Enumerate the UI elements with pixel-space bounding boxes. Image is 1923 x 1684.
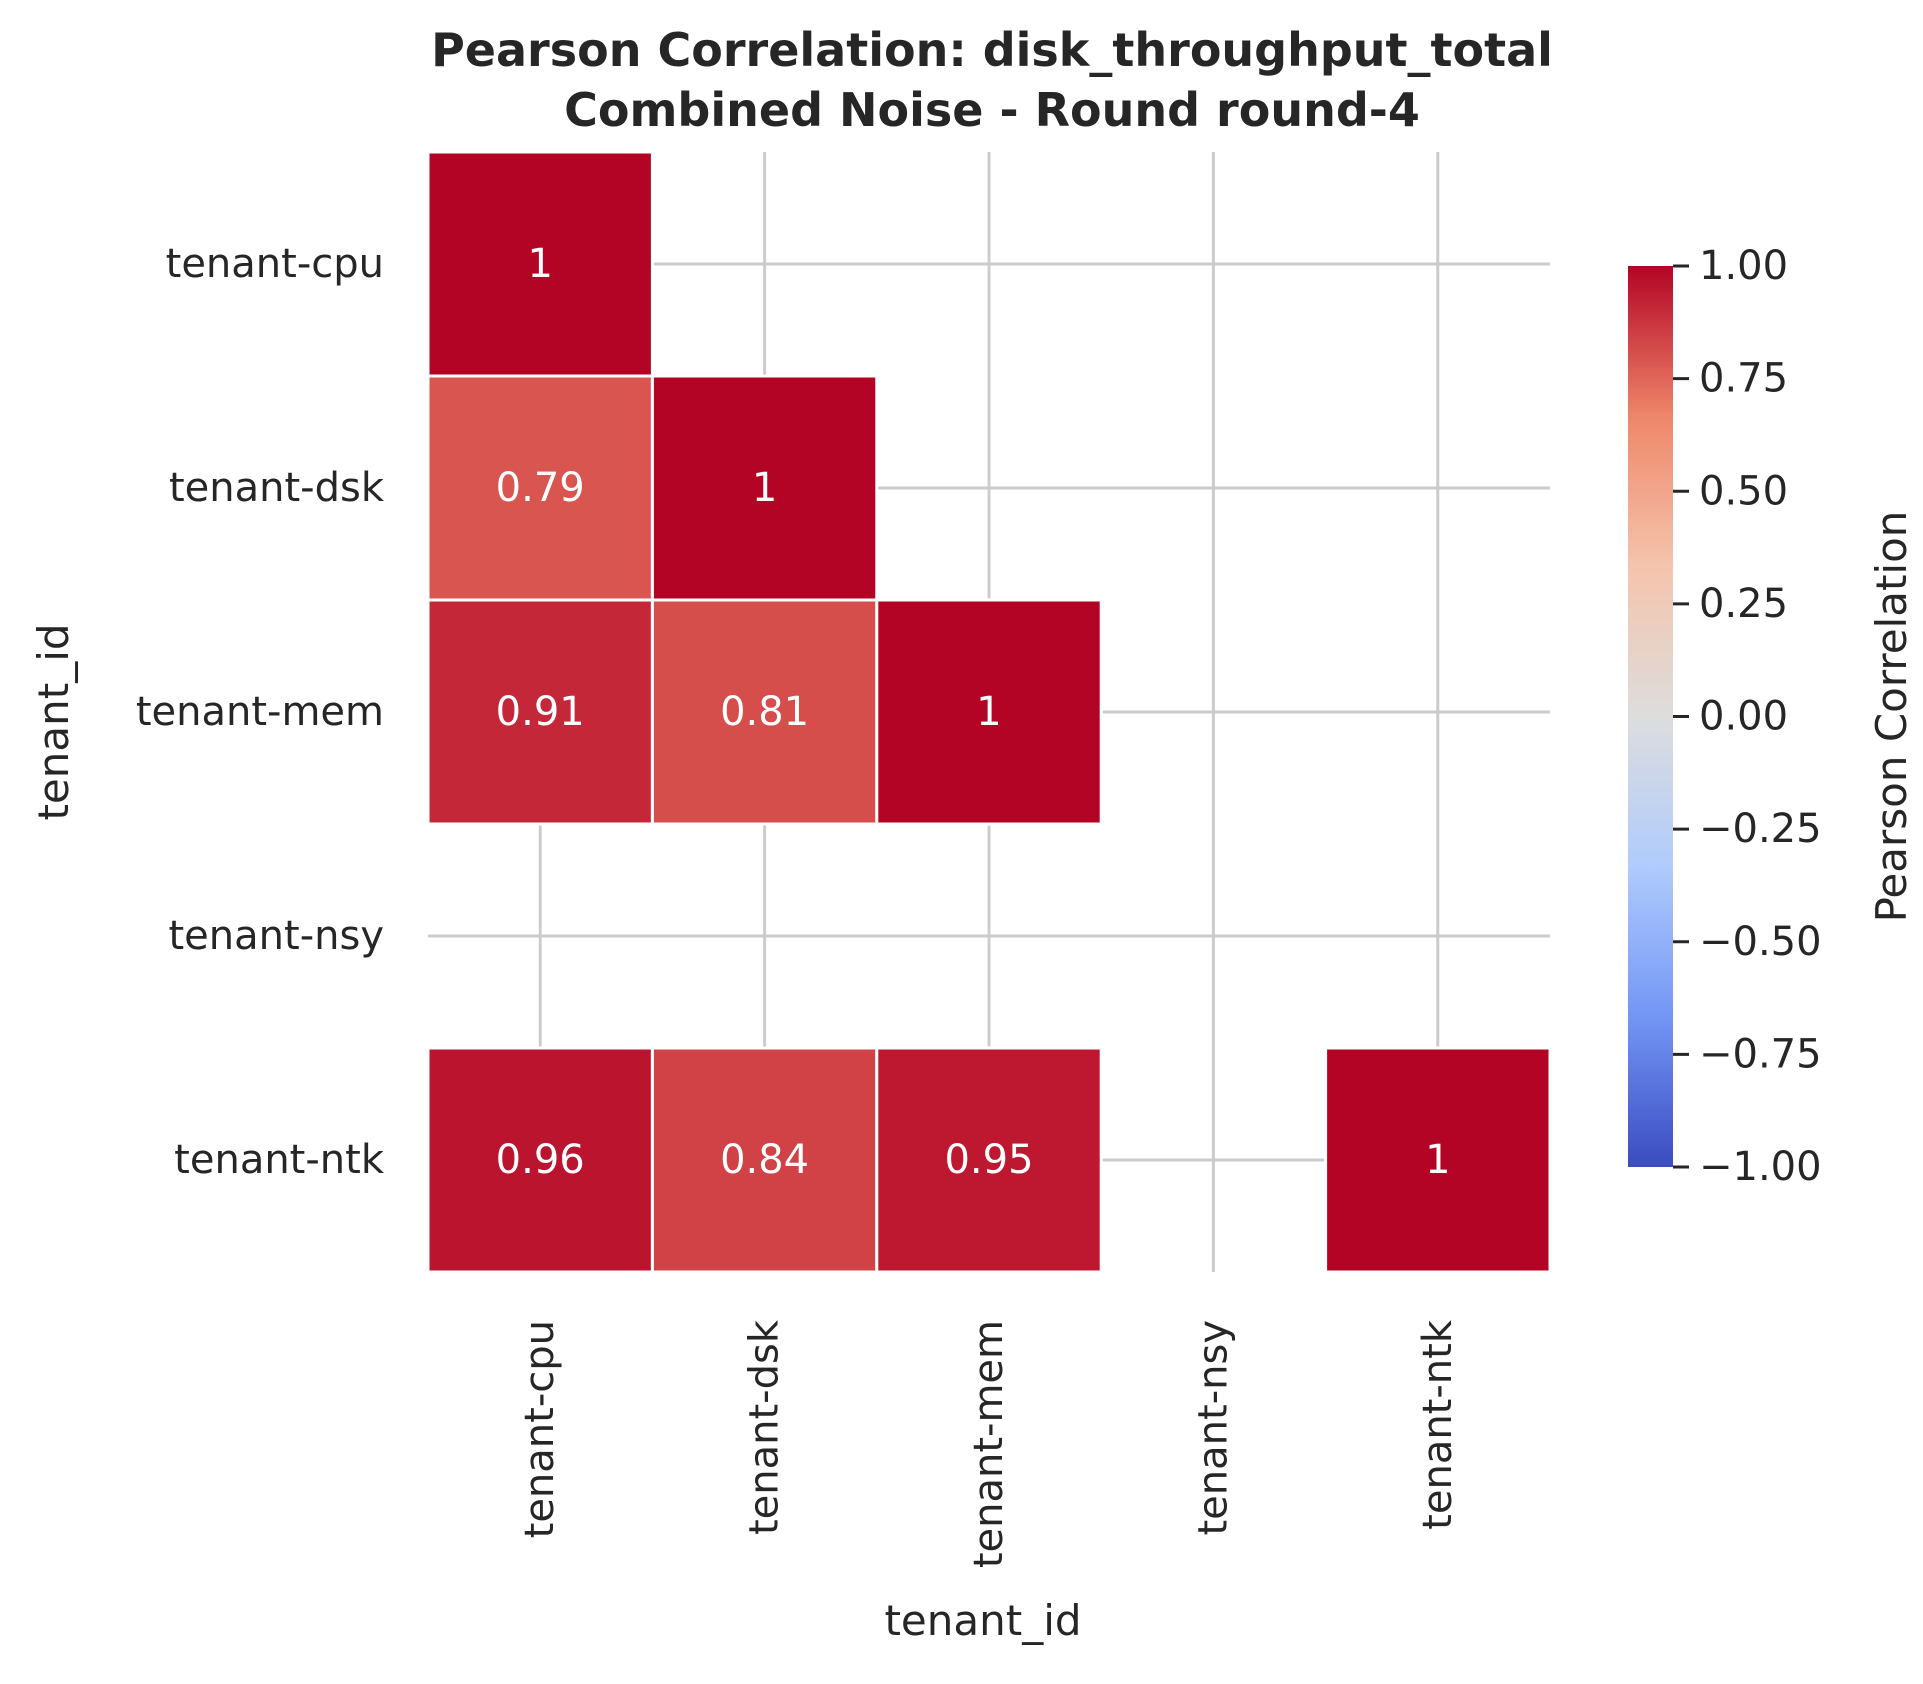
- heatmap-cell: [426, 374, 654, 602]
- cell-value-label: 0.81: [720, 689, 809, 735]
- colorbar-tick-label: −0.25: [1699, 806, 1822, 852]
- y-axis-label: tenant_id: [29, 623, 78, 820]
- cell-value-label: 1: [1425, 1137, 1450, 1183]
- y-tick-labels: tenant-cpu tenant-dsk tenant-mem tenant-nsy…: [136, 241, 385, 1183]
- heatmap-cell: [650, 598, 879, 826]
- cell-value-label: 0.79: [496, 465, 585, 511]
- y-tick-label: tenant-mem: [136, 689, 384, 735]
- x-axis-label: tenant_id: [884, 1596, 1081, 1645]
- heatmap-cell: [426, 1046, 654, 1274]
- cell-value-label: 1: [527, 241, 552, 287]
- heatmap-cell: [1324, 1046, 1552, 1274]
- x-tick-label: tenant-mem: [966, 1320, 1012, 1568]
- heatmap-cell: [875, 1046, 1103, 1274]
- cell-value-label: 1: [752, 465, 777, 511]
- chart-title: Pearson Correlation: disk_throughput_tot…: [431, 23, 1553, 77]
- colorbar-gradient: [1628, 266, 1673, 1167]
- heatmap-cell: [426, 150, 654, 378]
- colorbar-tick-label: 0.00: [1699, 694, 1788, 740]
- colorbar: 1.00 0.75 0.50 0.25 0.00 −0.25 −0.50 −0.75 −1.00…: [1628, 243, 1916, 1190]
- x-tick-label: tenant-cpu: [517, 1320, 563, 1538]
- x-tick-label: tenant-dsk: [742, 1319, 788, 1535]
- y-tick-label: tenant-ntk: [174, 1137, 385, 1183]
- x-tick-label: tenant-nsy: [1190, 1320, 1236, 1536]
- x-tick-labels: tenant-cpu tenant-dsk tenant-mem tenant-nsy…: [517, 1319, 1461, 1568]
- x-tick-label: tenant-ntk: [1415, 1319, 1461, 1530]
- colorbar-tick-label: −1.00: [1699, 1144, 1822, 1190]
- heatmap-cells: 1 0.79 1 0.91 0.81 1 0.96 0.84 0.95 1: [426, 150, 1552, 1274]
- y-tick-label: tenant-cpu: [166, 241, 384, 287]
- cell-value-label: 0.91: [496, 689, 585, 735]
- cell-value-label: 0.84: [720, 1137, 809, 1183]
- chart-subtitle: Combined Noise - Round round-4: [564, 83, 1420, 137]
- colorbar-tick-label: 0.75: [1699, 356, 1788, 402]
- heatmap-cell: [426, 598, 654, 826]
- y-tick-label: tenant-nsy: [169, 913, 385, 959]
- colorbar-tick-label: 0.50: [1699, 468, 1788, 514]
- cell-value-label: 0.95: [944, 1137, 1033, 1183]
- cell-value-label: 1: [976, 689, 1001, 735]
- heatmap-cell: [875, 598, 1103, 826]
- colorbar-tick-label: 0.25: [1699, 581, 1788, 627]
- cell-value-label: 0.96: [496, 1137, 585, 1183]
- colorbar-tick-label: −0.75: [1699, 1031, 1822, 1077]
- colorbar-tick-label: 1.00: [1699, 243, 1788, 289]
- colorbar-label: Pearson Correlation: [1867, 511, 1916, 923]
- colorbar-tick-label: −0.50: [1699, 919, 1822, 965]
- y-tick-label: tenant-dsk: [169, 465, 385, 511]
